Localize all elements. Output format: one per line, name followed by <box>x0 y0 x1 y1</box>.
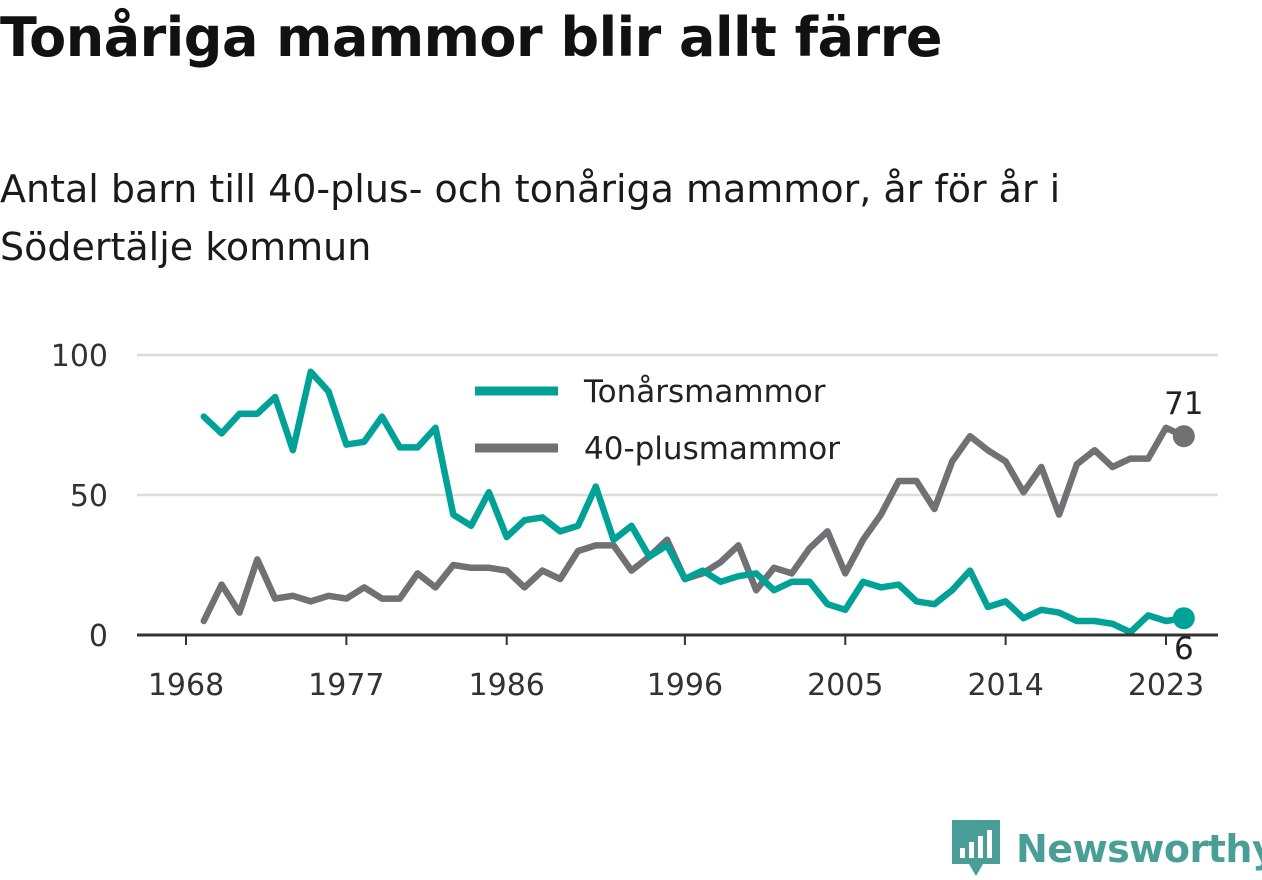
brand-name: Newsworthy <box>1016 827 1262 871</box>
brand-logo: Newsworthy <box>950 818 1262 880</box>
newsworthy-logo-icon <box>952 820 1000 876</box>
legend-label-teen: Tonårsmammor <box>583 374 826 410</box>
y-tick-label: 0 <box>89 619 108 654</box>
end-points: 6 71 <box>1164 386 1203 667</box>
end-label-teen: 6 <box>1174 631 1194 667</box>
x-tick-label: 1986 <box>469 668 545 703</box>
end-point-teen <box>1172 607 1195 630</box>
end-point-40plus <box>1172 425 1195 448</box>
chart-subtitle: Antal barn till 40-plus- och tonåriga ma… <box>0 167 1061 269</box>
x-tick-label: 1968 <box>148 668 224 703</box>
x-tick-label: 2023 <box>1128 668 1204 703</box>
x-axis: 1968 1977 1986 1996 2005 2014 2023 <box>137 633 1218 703</box>
legend-item-40plus: 40-plusmammor <box>475 431 840 467</box>
x-tick-label: 2014 <box>967 668 1043 703</box>
x-tick-label: 2005 <box>807 668 883 703</box>
y-tick-label: 50 <box>70 479 108 514</box>
y-tick-label: 100 <box>51 339 108 374</box>
grid-lines: 0 50 100 <box>51 339 1218 654</box>
end-label-40plus: 71 <box>1164 386 1203 422</box>
legend-item-teen: Tonårsmammor <box>475 374 826 410</box>
x-tick-label: 1977 <box>308 668 384 703</box>
x-tick-label: 1996 <box>647 668 723 703</box>
series-line-teen <box>200 368 1188 636</box>
legend: Tonårsmammor 40-plusmammor <box>475 374 840 467</box>
chart-title: Tonåriga mammor blir allt färre <box>0 6 942 69</box>
legend-label-40plus: 40-plusmammor <box>584 431 840 467</box>
series-lines <box>200 368 1188 636</box>
